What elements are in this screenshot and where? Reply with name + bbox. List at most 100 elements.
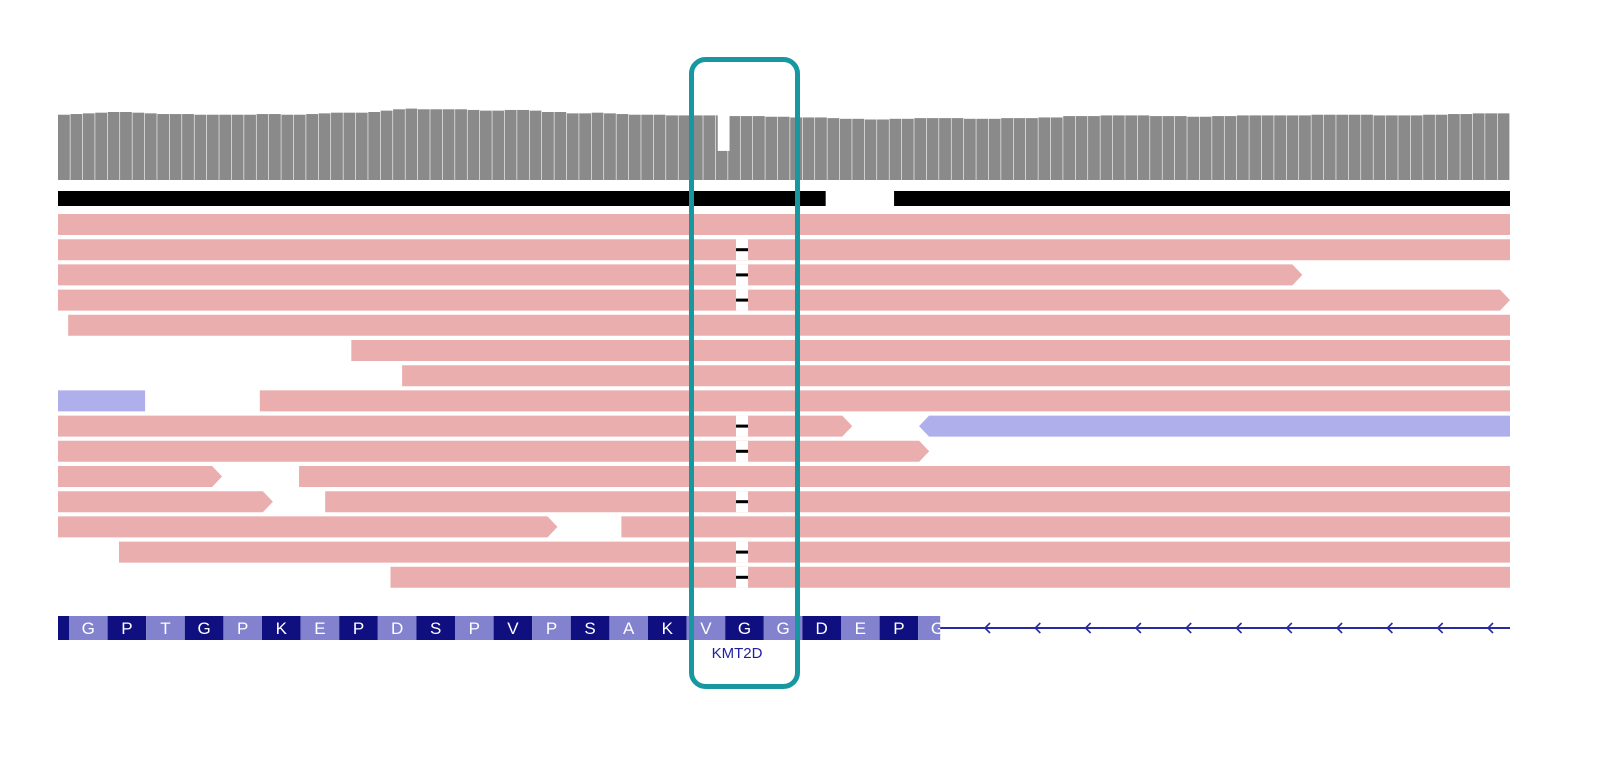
coverage-bar[interactable] bbox=[1100, 115, 1113, 180]
coverage-bar[interactable] bbox=[1038, 117, 1051, 180]
read-forward[interactable] bbox=[58, 440, 930, 462]
coverage-bar[interactable] bbox=[504, 109, 517, 180]
read-forward[interactable] bbox=[621, 516, 1510, 538]
coverage-bar[interactable] bbox=[988, 118, 1001, 180]
amino-acid-block[interactable] bbox=[416, 616, 455, 640]
coverage-bar[interactable] bbox=[380, 110, 393, 180]
coverage-bar[interactable] bbox=[107, 112, 120, 180]
read-forward[interactable] bbox=[58, 491, 273, 513]
coverage-bar[interactable] bbox=[430, 109, 443, 180]
read-deletion-mark[interactable] bbox=[736, 248, 749, 252]
coverage-bar[interactable] bbox=[206, 114, 219, 180]
coverage-bar[interactable] bbox=[641, 114, 654, 180]
coverage-bar[interactable] bbox=[120, 112, 132, 180]
coverage-bar[interactable] bbox=[939, 118, 951, 180]
coverage-bar[interactable] bbox=[1026, 118, 1038, 180]
coverage-bar[interactable] bbox=[864, 119, 877, 180]
amino-acid-block[interactable] bbox=[184, 616, 224, 640]
coverage-bar[interactable] bbox=[1485, 113, 1497, 180]
coverage-bar[interactable] bbox=[479, 110, 492, 180]
coverage-bar[interactable] bbox=[765, 116, 778, 180]
read-reverse[interactable] bbox=[919, 415, 1510, 437]
coverage-bar[interactable] bbox=[976, 118, 989, 180]
read-deletion-mark[interactable] bbox=[736, 500, 749, 504]
coverage-bar[interactable] bbox=[1497, 113, 1510, 180]
coverage-bar[interactable] bbox=[877, 119, 889, 180]
coverage-bar[interactable] bbox=[566, 113, 579, 180]
coverage-bar[interactable] bbox=[293, 114, 306, 180]
amino-acid-block[interactable] bbox=[570, 616, 610, 640]
read-forward[interactable] bbox=[58, 466, 223, 487]
coverage-bar[interactable] bbox=[1088, 116, 1100, 180]
read-deletion-mark[interactable] bbox=[736, 550, 749, 554]
amino-acid-block[interactable] bbox=[300, 616, 340, 640]
coverage-bar[interactable] bbox=[579, 113, 592, 180]
coverage-bar[interactable] bbox=[244, 114, 256, 180]
coverage-bar[interactable] bbox=[666, 115, 678, 180]
coverage-bar[interactable] bbox=[839, 118, 852, 180]
coverage-bar[interactable] bbox=[1013, 118, 1026, 180]
coverage-bar[interactable] bbox=[132, 112, 145, 180]
read-deletion-mark[interactable] bbox=[736, 298, 749, 302]
coverage-bar[interactable] bbox=[417, 109, 430, 180]
coverage-bar[interactable] bbox=[1137, 115, 1150, 180]
coverage-bar[interactable] bbox=[752, 116, 765, 180]
coverage-bar[interactable] bbox=[802, 117, 815, 180]
coverage-bar[interactable] bbox=[467, 109, 480, 180]
read-deletion-mark[interactable] bbox=[736, 273, 749, 277]
coverage-bar[interactable] bbox=[1311, 114, 1324, 180]
coverage-bar[interactable] bbox=[82, 113, 95, 180]
coverage-bar[interactable] bbox=[231, 114, 244, 180]
coverage-bar[interactable] bbox=[393, 109, 405, 180]
coverage-bar[interactable] bbox=[306, 114, 319, 180]
coverage-bar[interactable] bbox=[182, 114, 194, 180]
read-alignments[interactable] bbox=[58, 214, 1511, 588]
coverage-bar[interactable] bbox=[901, 118, 914, 180]
read-forward[interactable] bbox=[351, 340, 1511, 361]
amino-acid-block[interactable] bbox=[493, 616, 533, 640]
coverage-bar[interactable] bbox=[852, 118, 865, 180]
coverage-bar[interactable] bbox=[1212, 116, 1224, 180]
coverage-bar[interactable] bbox=[1224, 116, 1237, 180]
read-forward[interactable] bbox=[402, 365, 1510, 387]
coverage-bar[interactable] bbox=[455, 109, 467, 180]
coverage-bar[interactable] bbox=[331, 112, 343, 180]
amino-acid-block[interactable] bbox=[725, 616, 764, 640]
coverage-bar[interactable] bbox=[1423, 114, 1435, 180]
coverage-bar[interactable] bbox=[1323, 114, 1336, 180]
coverage-bar[interactable] bbox=[70, 114, 83, 180]
coverage-bar[interactable] bbox=[604, 113, 616, 180]
coverage-bar[interactable] bbox=[1398, 115, 1411, 180]
coverage-bar[interactable] bbox=[1299, 115, 1311, 180]
coverage-bar[interactable] bbox=[777, 116, 790, 180]
coverage-bar[interactable] bbox=[815, 117, 827, 180]
read-forward[interactable] bbox=[58, 289, 1510, 311]
coverage-bar[interactable] bbox=[1336, 114, 1349, 180]
coverage-bar[interactable] bbox=[1187, 116, 1200, 180]
coverage-bar[interactable] bbox=[1261, 115, 1274, 180]
coverage-bar[interactable] bbox=[529, 110, 542, 180]
amino-acid-block[interactable] bbox=[609, 616, 648, 640]
read-forward[interactable] bbox=[58, 516, 558, 538]
read-forward[interactable] bbox=[299, 466, 1511, 487]
coverage-bar[interactable] bbox=[616, 114, 629, 180]
read-forward[interactable] bbox=[58, 264, 1303, 286]
coverage-bar[interactable] bbox=[1150, 116, 1162, 180]
amino-acid-block[interactable] bbox=[455, 616, 494, 640]
amino-acid-block[interactable] bbox=[146, 616, 185, 640]
amino-acid-block[interactable] bbox=[648, 616, 687, 640]
coverage-bar[interactable] bbox=[1112, 115, 1125, 180]
coverage-bar[interactable] bbox=[517, 109, 529, 180]
coverage-bar[interactable] bbox=[628, 114, 641, 180]
coverage-bar[interactable] bbox=[1075, 116, 1088, 180]
paired-end-track[interactable] bbox=[58, 191, 1510, 206]
coverage-bar[interactable] bbox=[554, 112, 567, 180]
coverage-bar[interactable] bbox=[740, 116, 753, 180]
coverage-bar[interactable] bbox=[926, 118, 939, 180]
coverage-bar[interactable] bbox=[889, 118, 902, 180]
coverage-bar[interactable] bbox=[281, 114, 294, 180]
read-forward[interactable] bbox=[68, 314, 1510, 336]
amino-acid-block[interactable] bbox=[339, 616, 378, 640]
coverage-bar[interactable] bbox=[827, 118, 840, 180]
read-forward[interactable] bbox=[259, 390, 1510, 412]
